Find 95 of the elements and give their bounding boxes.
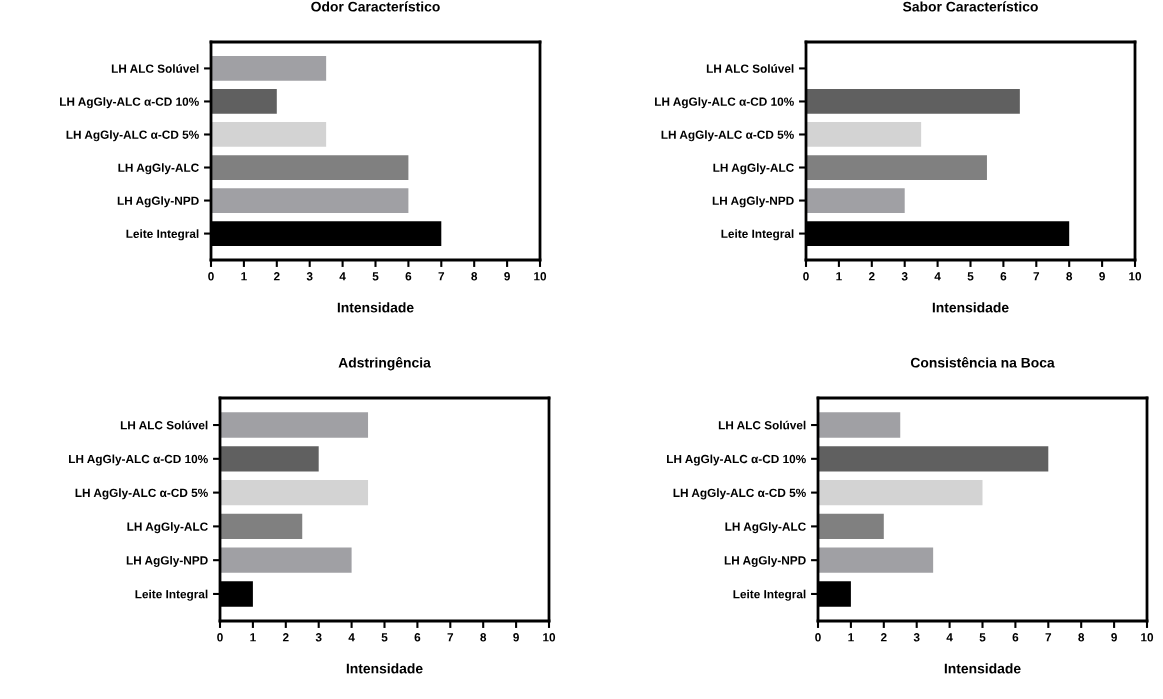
y-tick-label: LH ALC Solúvel [120, 420, 208, 430]
x-tick-label: 9 [1111, 633, 1117, 642]
x-tick-label: 1 [241, 272, 247, 281]
bar [220, 412, 369, 438]
y-tick-label: LH AgGly-ALC α-CD 10% [60, 97, 199, 109]
y-tick-label: Leite Integral [135, 589, 208, 601]
bar [211, 56, 327, 81]
y-tick-label: LH AgGly-ALC α-CD 10% [655, 97, 794, 109]
y-tick-label: LH AgGly-ALC α-CD 5% [66, 130, 199, 142]
x-tick-label: 2 [282, 633, 289, 642]
bar [818, 479, 983, 506]
bar [818, 547, 934, 573]
y-tick-label: LH AgGly-NPD [724, 555, 806, 567]
chart-title: Consistência na Boca [910, 357, 1055, 368]
y-tick-label: LH AgGly-ALC [725, 522, 806, 534]
y-tick-label: Leite Integral [126, 229, 199, 241]
y-tick-label: LH ALC Solúvel [111, 64, 199, 73]
y-tick-label: LH AgGly-ALC [118, 163, 199, 175]
x-tick-label: 9 [1099, 272, 1105, 281]
x-tick-label: 7 [447, 633, 454, 642]
x-tick-label: 4 [339, 272, 346, 281]
y-tick-label: LH AgGly-ALC [713, 163, 794, 175]
y-tick-label: LH AgGly-ALC α-CD 10% [69, 454, 208, 466]
x-tick-label: 3 [315, 633, 322, 642]
x-tick-label: 6 [1012, 633, 1019, 642]
bar [818, 513, 884, 540]
x-tick-label: 2 [273, 272, 280, 281]
x-tick-label: 5 [381, 633, 388, 642]
x-tick-label: 6 [1000, 272, 1007, 281]
chart-title: Sabor Característico [902, 1, 1038, 12]
y-tick-label: LH AgGly-ALC [127, 522, 208, 534]
x-axis-title: Intensidade [346, 663, 423, 674]
y-tick-label: Leite Integral [721, 229, 794, 241]
x-tick-label: 10 [1129, 272, 1142, 281]
x-tick-label: 9 [513, 633, 519, 642]
x-tick-label: 8 [471, 272, 478, 281]
x-tick-label: 10 [1141, 633, 1154, 642]
y-tick-label: LH ALC Solúvel [706, 64, 794, 73]
x-axis-title: Intensidade [944, 663, 1021, 674]
x-tick-label: 1 [836, 272, 842, 281]
x-tick-label: 6 [414, 633, 421, 642]
x-tick-label: 5 [979, 633, 986, 642]
bar [211, 155, 409, 180]
x-tick-label: 4 [934, 272, 941, 281]
x-tick-label: 8 [1066, 272, 1073, 281]
y-tick-label: Leite Integral [733, 589, 806, 601]
bar [220, 547, 352, 573]
x-tick-label: 4 [946, 633, 953, 642]
x-tick-label: 10 [543, 633, 556, 642]
x-tick-label: 1 [250, 633, 256, 642]
bar [220, 446, 319, 472]
x-tick-label: 0 [803, 272, 809, 281]
bar [220, 513, 303, 540]
bar [806, 155, 987, 180]
x-tick-label: 3 [901, 272, 908, 281]
x-axis-title: Intensidade [337, 302, 414, 313]
x-tick-label: 2 [880, 633, 887, 642]
bar [806, 188, 905, 213]
x-tick-label: 7 [1045, 633, 1052, 642]
x-tick-label: 0 [217, 633, 223, 642]
x-tick-label: 0 [815, 633, 821, 642]
x-tick-label: 5 [372, 272, 379, 281]
bar [211, 122, 327, 147]
x-tick-label: 2 [868, 272, 875, 281]
x-tick-label: 7 [438, 272, 445, 281]
y-tick-label: LH AgGly-ALC α-CD 10% [667, 454, 806, 466]
x-tick-label: 4 [348, 633, 355, 642]
x-tick-label: 1 [848, 633, 854, 642]
bar [818, 446, 1049, 472]
y-tick-label: LH AgGly-ALC α-CD 5% [75, 488, 208, 500]
x-tick-label: 5 [967, 272, 974, 281]
bar [211, 89, 277, 114]
x-tick-label: 9 [504, 272, 510, 281]
x-tick-label: 7 [1033, 272, 1040, 281]
y-tick-label: LH AgGly-NPD [117, 196, 199, 208]
chart-title: Odor Característico [311, 1, 440, 12]
bar [806, 89, 1020, 114]
x-tick-label: 3 [306, 272, 313, 281]
bar [211, 188, 409, 213]
bar [818, 412, 901, 438]
x-tick-label: 6 [405, 272, 412, 281]
y-tick-label: LH ALC Solúvel [718, 420, 806, 430]
y-tick-label: LH AgGly-ALC α-CD 5% [673, 488, 806, 500]
x-tick-label: 8 [1078, 633, 1085, 642]
chart-title: Adstringência [338, 357, 431, 371]
y-tick-label: LH AgGly-NPD [712, 196, 794, 208]
x-axis-title: Intensidade [932, 302, 1009, 313]
x-tick-label: 0 [208, 272, 214, 281]
bar [806, 122, 922, 147]
y-tick-label: LH AgGly-ALC α-CD 5% [661, 130, 794, 142]
x-tick-label: 10 [534, 272, 547, 281]
x-tick-label: 8 [480, 633, 487, 642]
x-tick-label: 3 [913, 633, 920, 642]
y-tick-label: LH AgGly-NPD [126, 555, 208, 567]
bar [220, 479, 369, 506]
